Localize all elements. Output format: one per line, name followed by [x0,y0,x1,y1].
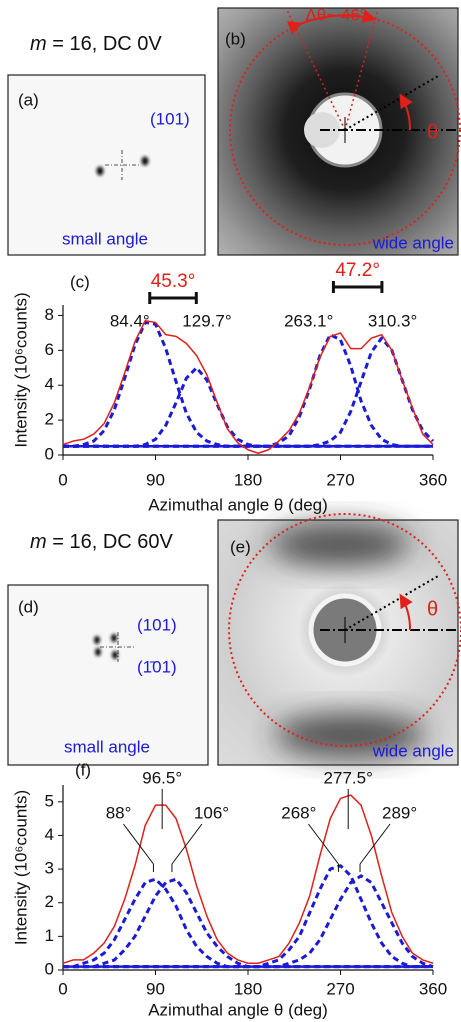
chart: 0 1 2 3 4 5 0 90 180 270 360 Azimuthal angle θ (deg… [11,760,447,1019]
y-tick-label: 4 [45,825,54,844]
y-axis-label: Intensity (10⁶counts) [11,790,30,945]
y-tick-label: 5 [45,791,54,810]
caption: small angle [64,737,150,756]
y-tick-label: 0 [45,444,54,463]
reflection-label: (101) [150,109,190,128]
x-tick-label: 270 [326,470,354,489]
component-label: 84.4° [110,311,150,330]
x-tick-label: 360 [419,979,447,998]
y-tick-label: 2 [45,410,54,429]
angle-label: θ [427,121,438,143]
x-axis-label: Azimuthal angle θ (deg) [148,1000,328,1019]
leader-line [359,823,391,865]
heading: m = 16, DC 0V [30,33,162,55]
component-label: 88° [106,803,132,822]
reflection-label: (1̄01) [137,657,177,676]
fit-component [63,320,433,448]
measured-curve [62,794,434,965]
fit-component [63,336,435,448]
y-tick-label: 3 [45,859,54,878]
x-axis-label: Azimuthal angle θ (deg) [148,495,328,514]
peak-label: 277.5° [324,768,373,787]
component-label: 106° [194,803,229,822]
heading: m = 16, DC 60V [30,531,174,553]
x-tick-label: 0 [58,979,67,998]
separation-bracket [148,292,198,304]
panel-b: (b) Δθ~ 46° θ wide angle [217,5,461,256]
caption: wide angle [372,233,454,252]
component-label: 289° [382,803,417,822]
x-tick-label: 180 [234,979,262,998]
y-tick-label: 8 [45,305,54,324]
fit-component [63,877,433,969]
measured-curve [62,319,434,455]
x-tick-label: 360 [419,470,447,489]
panel-label: (b) [225,29,246,48]
leader-line [171,823,203,865]
y-tick-label: 1 [45,926,54,945]
heading-condition: = 16, DC 60V [52,531,173,553]
spread-label: Δθ~ 46° [305,5,366,24]
x-tick-label: 90 [146,979,165,998]
chart: 0 2 4 6 8 0 90 180 270 360 Azimuthal angle θ (deg)… [11,260,447,514]
x-tick-label: 90 [146,470,165,489]
panel-label: (d) [18,597,39,616]
reflection-label: (101) [137,615,177,634]
y-tick-label: 6 [45,340,54,359]
y-tick-label: 2 [45,892,54,911]
caption: wide angle [372,741,454,760]
panel-label: (c) [70,272,90,291]
separation-label: 47.2° [335,260,380,281]
leader-line [308,823,339,865]
panel-d: (d) (101) (1̄01) small angle [7,584,209,766]
x-tick-label: 270 [326,979,354,998]
component-label: 268° [281,803,316,822]
x-tick-label: 0 [58,470,67,489]
heading-variable: m [30,531,47,553]
y-tick-label: 0 [45,959,54,978]
y-tick-label: 4 [45,375,54,394]
component-label: 310.3° [368,311,417,330]
caption: small angle [62,229,148,248]
panel-label: (f) [75,760,91,779]
panel-label: (e) [230,537,251,556]
panel-e: (e) θ wide angle [217,513,461,766]
fit-component [63,874,434,969]
component-label: 263.1° [284,311,333,330]
fit-component [63,877,433,969]
panel-label: (a) [18,90,39,109]
heading-variable: m [30,33,47,55]
y-axis-label: Intensity (10⁶counts) [11,292,30,447]
heading-condition: = 16, DC 0V [52,33,162,55]
peak-label: 96.5° [142,768,182,787]
leader-line [123,823,154,865]
angle-label: θ [427,598,438,620]
panel-a: (a) (101) small angle [7,74,206,256]
separation-label: 45.3° [151,271,196,292]
component-label: 129.7° [182,311,231,330]
x-tick-label: 180 [234,470,262,489]
separation-bracket [331,281,384,293]
